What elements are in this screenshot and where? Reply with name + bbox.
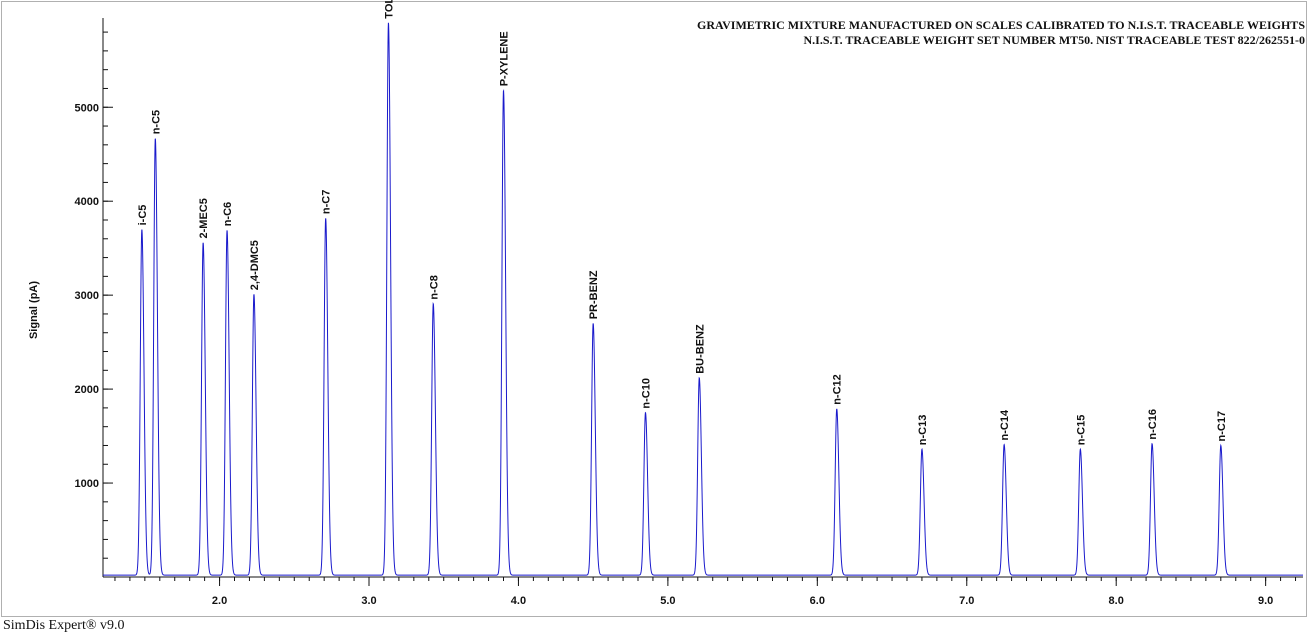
peak-label: n-C13: [917, 415, 929, 446]
peak-labels: i-C5 n-C5 2-MEC5 n-C6 2,4-DMC5 n-C7 TOLUENE n-C…: [137, 0, 1228, 445]
peak-label: PR-BENZ: [588, 270, 600, 319]
x-tick-label: 7.0: [959, 595, 974, 607]
peak-label: i-C5: [137, 205, 149, 226]
peak-label: n-C12: [832, 374, 844, 405]
peak-label: BU-BENZ: [694, 324, 706, 374]
x-tick-label: 9.0: [1258, 595, 1273, 607]
y-tick-label: 2000: [75, 384, 99, 396]
y-tick-label: 5000: [75, 102, 99, 114]
signal-trace: [103, 22, 1303, 576]
chromatogram-chart: GRAVIMETRIC MIXTURE MANUFACTURED ON SCAL…: [28, 0, 1305, 607]
x-tick-label: 3.0: [361, 595, 376, 607]
peak-label: n-C6: [222, 202, 234, 226]
peak-label: TOLUENE: [383, 0, 395, 19]
x-tick-label: 6.0: [810, 595, 825, 607]
peak-label: P-XYLENE: [499, 31, 511, 86]
peak-label: n-C7: [321, 190, 333, 214]
chart-title: GRAVIMETRIC MIXTURE MANUFACTURED ON SCAL…: [697, 18, 1305, 32]
y-tick-label: 1000: [75, 478, 99, 490]
peak-label: n-C10: [641, 378, 653, 409]
x-tick-label: 5.0: [660, 595, 675, 607]
x-tick-label: 2.0: [212, 595, 227, 607]
peak-label: n-C8: [428, 275, 440, 299]
footer-version: SimDis Expert® v9.0: [3, 618, 125, 633]
peak-label: n-C16: [1147, 409, 1159, 440]
peak-label: 2-MEC5: [198, 198, 210, 238]
x-tick-label: 4.0: [511, 595, 526, 607]
x-tick-label: 8.0: [1109, 595, 1124, 607]
chart-frame: [1, 1, 1307, 617]
peak-label: 2,4-DMC5: [249, 240, 261, 290]
peak-label: n-C14: [999, 409, 1011, 440]
peak-label: n-C5: [150, 110, 162, 134]
peak-label: n-C17: [1216, 411, 1228, 442]
y-tick-label: 4000: [75, 196, 99, 208]
axes: 1000 2000 3000 4000 5000 2.0 3.0 4.0 5.0 6.0 7.0 8.…: [75, 18, 1303, 607]
y-axis-label: Signal (pA): [28, 281, 40, 339]
chart-subtitle: N.I.S.T. TRACEABLE WEIGHT SET NUMBER MT5…: [804, 33, 1305, 47]
y-tick-label: 3000: [75, 290, 99, 302]
peak-label: n-C15: [1075, 415, 1087, 446]
